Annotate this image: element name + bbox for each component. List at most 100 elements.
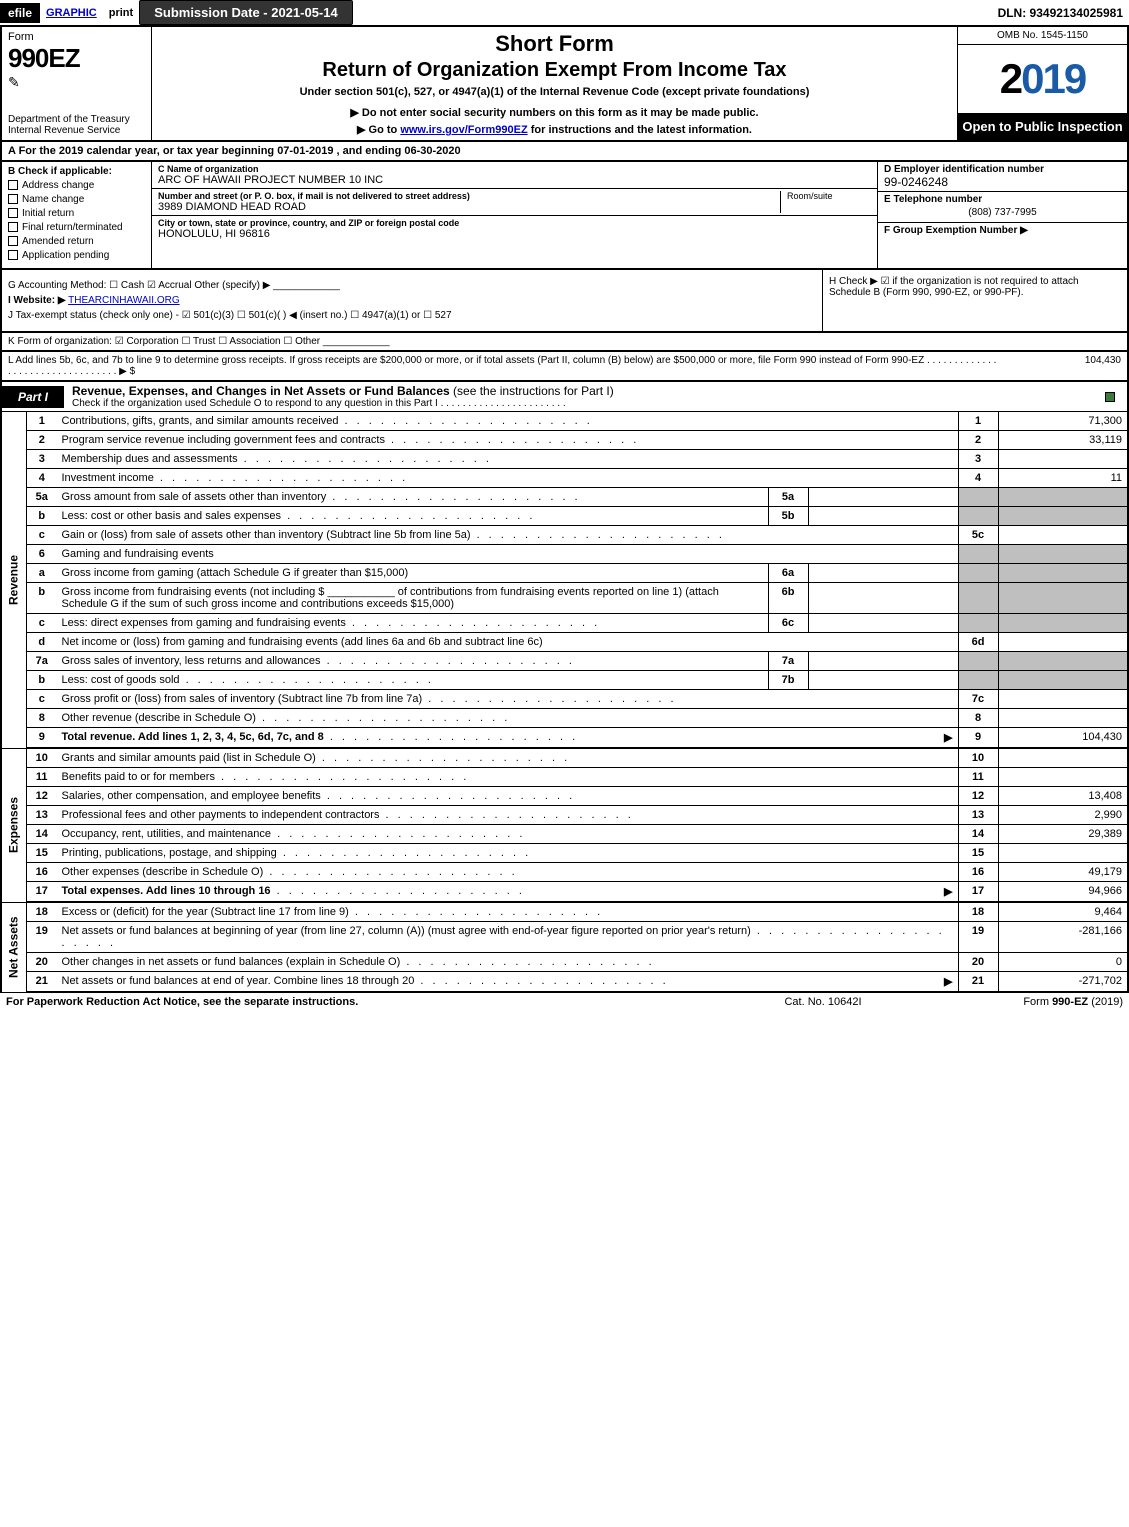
room-suite-label: Room/suite — [781, 191, 871, 213]
line-6d: d Net income or (loss) from gaming and f… — [1, 633, 1128, 652]
line-6: 6 Gaming and fundraising events — [1, 545, 1128, 564]
line-5a: 5a Gross amount from sale of assets othe… — [1, 488, 1128, 507]
irs-gov-link[interactable]: www.irs.gov/Form990EZ — [400, 124, 527, 136]
line-17: 17 Total expenses. Add lines 10 through … — [1, 882, 1128, 903]
form-number: 990EZ — [8, 43, 145, 74]
website-row: I Website: ▶ THEARCINHAWAII.ORG — [8, 295, 816, 306]
col-c-org-info: C Name of organization ARC OF HAWAII PRO… — [152, 162, 877, 268]
ein-block: D Employer identification number 99-0246… — [878, 162, 1127, 192]
line-1: Revenue 1 Contributions, gifts, grants, … — [1, 412, 1128, 431]
chk-final-return[interactable]: Final return/terminated — [8, 222, 145, 233]
form-label: Form — [8, 31, 145, 43]
efile-button[interactable]: efile — [0, 3, 40, 23]
line-7a: 7a Gross sales of inventory, less return… — [1, 652, 1128, 671]
line-15: 15 Printing, publications, postage, and … — [1, 844, 1128, 863]
org-name-label: C Name of organization — [158, 164, 871, 174]
tax-exempt-status: J Tax-exempt status (check only one) - ☑… — [8, 310, 816, 321]
line-11: 11 Benefits paid to or for members 11 — [1, 768, 1128, 787]
header-left: Form 990EZ ✎ Department of the Treasury … — [2, 27, 152, 140]
chk-address-change[interactable]: Address change — [8, 180, 145, 191]
graphic-link[interactable]: GRAPHIC — [40, 4, 103, 22]
street-value: 3989 DIAMOND HEAD ROAD — [158, 201, 774, 213]
chk-initial-return[interactable]: Initial return — [8, 208, 145, 219]
line-10: Expenses 10 Grants and similar amounts p… — [1, 748, 1128, 768]
part1-lines-table: Revenue 1 Contributions, gifts, grants, … — [0, 412, 1129, 993]
chk-amended-return[interactable]: Amended return — [8, 236, 145, 247]
line-6b: b Gross income from fundraising events (… — [1, 583, 1128, 614]
row-l-gross-receipts: L Add lines 5b, 6c, and 7b to line 9 to … — [0, 352, 1129, 380]
chk-name-change[interactable]: Name change — [8, 194, 145, 205]
header-right: OMB No. 1545-1150 2019 Open to Public In… — [957, 27, 1127, 140]
side-label-net-assets: Net Assets — [1, 902, 27, 992]
line-20: 20 Other changes in net assets or fund b… — [1, 953, 1128, 972]
line-18: Net Assets 18 Excess or (deficit) for th… — [1, 902, 1128, 922]
page-footer: For Paperwork Reduction Act Notice, see … — [0, 993, 1129, 1011]
city-label: City or town, state or province, country… — [158, 218, 871, 228]
title-sub: Under section 501(c), 527, or 4947(a)(1)… — [300, 86, 810, 98]
header-center: Short Form Return of Organization Exempt… — [152, 27, 957, 140]
row-gh: G Accounting Method: ☐ Cash ☑ Accrual Ot… — [0, 270, 1129, 333]
accounting-method: G Accounting Method: ☐ Cash ☑ Accrual Ot… — [8, 280, 816, 291]
line-5c: c Gain or (loss) from sale of assets oth… — [1, 526, 1128, 545]
form-header: Form 990EZ ✎ Department of the Treasury … — [0, 27, 1129, 142]
col-gij: G Accounting Method: ☐ Cash ☑ Accrual Ot… — [2, 270, 822, 331]
row-l-text: L Add lines 5b, 6c, and 7b to line 9 to … — [8, 355, 1001, 377]
col-b-header: B Check if applicable: — [8, 166, 145, 177]
line-21: 21 Net assets or fund balances at end of… — [1, 972, 1128, 993]
line-19: 19 Net assets or fund balances at beginn… — [1, 922, 1128, 953]
title-short-form: Short Form — [495, 31, 614, 57]
print-link[interactable]: print — [103, 4, 139, 22]
line-8: 8 Other revenue (describe in Schedule O)… — [1, 709, 1128, 728]
line-3: 3 Membership dues and assessments 3 — [1, 450, 1128, 469]
footer-cat-no: Cat. No. 10642I — [723, 996, 923, 1008]
line-16: 16 Other expenses (describe in Schedule … — [1, 863, 1128, 882]
open-to-public-label: Open to Public Inspection — [958, 113, 1127, 140]
col-def: D Employer identification number 99-0246… — [877, 162, 1127, 268]
ein-value: 99-0246248 — [884, 175, 1121, 189]
street-label: Number and street (or P. O. box, if mail… — [158, 191, 774, 201]
phone-value: (808) 737-7995 — [884, 205, 1121, 220]
dln-label: DLN: 93492134025981 — [992, 3, 1129, 23]
footer-paperwork-notice: For Paperwork Reduction Act Notice, see … — [6, 996, 723, 1008]
title-main: Return of Organization Exempt From Incom… — [322, 59, 786, 82]
phone-label: E Telephone number — [884, 194, 1121, 205]
tax-year: 2019 — [958, 45, 1127, 113]
line-5b: b Less: cost or other basis and sales ex… — [1, 507, 1128, 526]
group-exemption-block: F Group Exemption Number ▶ — [878, 223, 1127, 238]
line-6c: c Less: direct expenses from gaming and … — [1, 614, 1128, 633]
row-bcdef: B Check if applicable: Address change Na… — [0, 162, 1129, 270]
section-a-tax-year: A For the 2019 calendar year, or tax yea… — [0, 142, 1129, 162]
side-label-revenue: Revenue — [1, 412, 27, 748]
phone-block: E Telephone number (808) 737-7995 — [878, 192, 1127, 223]
part1-subtitle: Check if the organization used Schedule … — [72, 398, 1089, 409]
org-name: ARC OF HAWAII PROJECT NUMBER 10 INC — [158, 174, 871, 186]
line-7c: c Gross profit or (loss) from sales of i… — [1, 690, 1128, 709]
row-l-value: 104,430 — [1001, 355, 1121, 377]
line-2: 2 Program service revenue including gove… — [1, 431, 1128, 450]
top-bar: efile GRAPHIC print Submission Date - 20… — [0, 0, 1129, 27]
part1-schedule-o-checkbox[interactable] — [1097, 391, 1127, 403]
chk-application-pending[interactable]: Application pending — [8, 250, 145, 261]
line-13: 13 Professional fees and other payments … — [1, 806, 1128, 825]
line-7b: b Less: cost of goods sold 7b — [1, 671, 1128, 690]
irs-logo-icon: ✎ — [8, 74, 145, 91]
line-12: 12 Salaries, other compensation, and emp… — [1, 787, 1128, 806]
part1-header: Part I Revenue, Expenses, and Changes in… — [0, 380, 1129, 412]
group-exemption-label: F Group Exemption Number ▶ — [884, 225, 1121, 236]
line-4: 4 Investment income 4 11 — [1, 469, 1128, 488]
ein-label: D Employer identification number — [884, 164, 1121, 175]
city-value: HONOLULU, HI 96816 — [158, 228, 871, 240]
line-9: 9 Total revenue. Add lines 1, 2, 3, 4, 5… — [1, 728, 1128, 749]
website-link[interactable]: THEARCINHAWAII.ORG — [68, 295, 179, 306]
submission-date-button[interactable]: Submission Date - 2021-05-14 — [139, 0, 353, 25]
dept-treasury-label: Department of the Treasury Internal Reve… — [8, 114, 145, 136]
omb-number: OMB No. 1545-1150 — [958, 27, 1127, 45]
part1-tab: Part I — [2, 386, 64, 408]
footer-form-ref: Form 990-EZ (2019) — [923, 996, 1123, 1008]
notice-goto: ▶ Go to www.irs.gov/Form990EZ for instru… — [357, 123, 752, 136]
row-k-form-of-org: K Form of organization: ☑ Corporation ☐ … — [0, 333, 1129, 352]
notice-ssn: ▶ Do not enter social security numbers o… — [350, 106, 758, 119]
side-label-expenses: Expenses — [1, 748, 27, 902]
line-14: 14 Occupancy, rent, utilities, and maint… — [1, 825, 1128, 844]
line-6a: a Gross income from gaming (attach Sched… — [1, 564, 1128, 583]
